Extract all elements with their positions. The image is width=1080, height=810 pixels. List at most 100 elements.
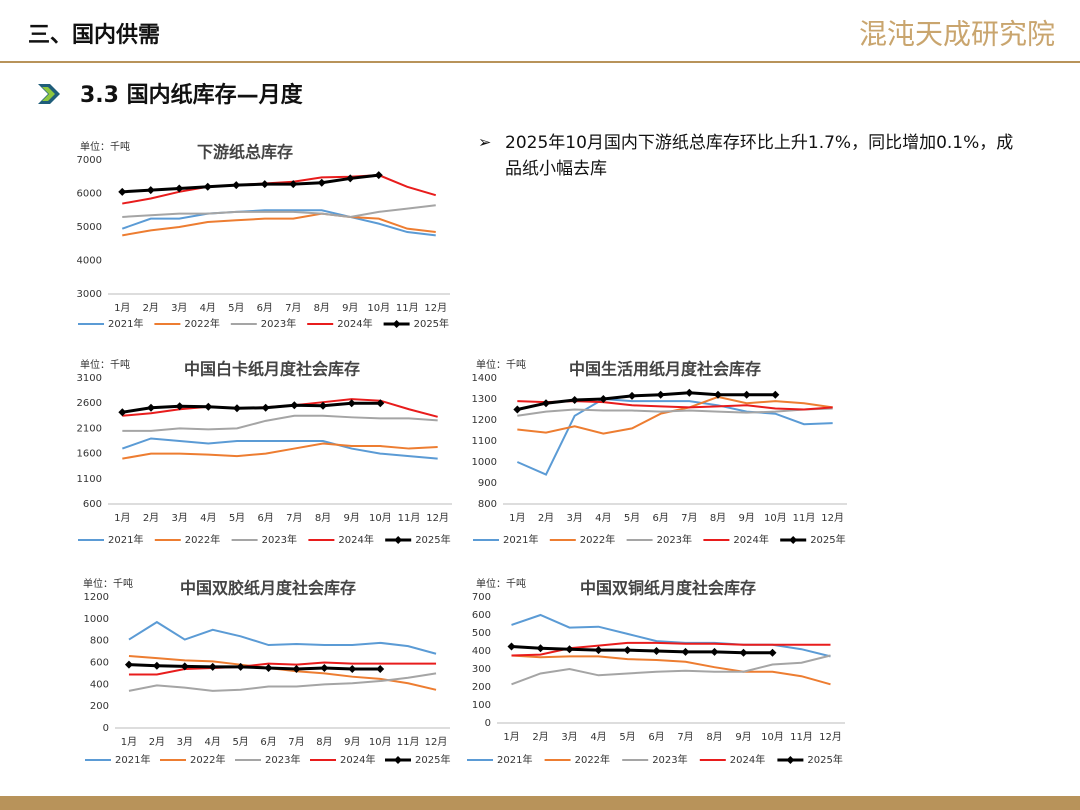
y-tick-label: 1100 [472,436,497,447]
y-tick-label: 400 [472,646,491,657]
x-tick-label: 3月 [177,736,193,748]
x-tick-label: 10月 [369,736,392,748]
series-line [517,407,833,417]
y-tick-label: 300 [472,664,491,675]
diamond-marker [685,388,694,397]
diamond-marker [771,390,780,399]
series-line [122,442,438,460]
legend-label: 2021年 [115,753,150,766]
diamond-marker [175,402,184,411]
chart-unit: 单位：千吨 [476,358,526,371]
y-tick-label: 800 [90,636,109,647]
chart-title: 下游纸总库存 [197,143,293,162]
legend-label: 2021年 [108,317,143,330]
legend-label: 2024年 [338,533,373,546]
series-line [511,654,831,686]
legend-label: 2025年 [415,753,450,766]
x-tick-label: 5月 [232,736,248,748]
diamond-marker [348,665,357,674]
diamond-marker [203,182,212,191]
x-tick-label: 6月 [257,302,273,314]
legend-label: 2023年 [657,533,692,546]
bullet-text: 2025年10月国内下游纸总库存环比上升1.7%，同比增加0.1%，成品纸小幅去… [505,133,1014,179]
series-line [122,437,438,460]
x-tick-label: 4月 [200,512,216,524]
diamond-marker [739,648,748,657]
series-line [511,654,831,686]
x-tick-label: 7月 [286,512,302,524]
legend-marker [392,320,401,328]
series-line [122,414,438,432]
x-tick-label: 7月 [677,731,693,743]
series-line [128,663,381,671]
chart-title: 中国生活用纸月度社会库存 [569,360,761,379]
x-tick-label: 2月 [149,736,165,748]
diamond-marker [570,396,579,405]
chart-unit: 单位：千吨 [476,577,526,590]
diamond-marker [652,647,661,655]
x-tick-label: 10月 [764,512,787,524]
diamond-marker [118,187,127,196]
series-line [122,204,436,218]
y-tick-label: 200 [472,682,491,693]
x-tick-label: 2月 [538,512,554,524]
diamond-marker [681,647,690,656]
x-tick-label: 12月 [425,736,448,748]
x-tick-label: 6月 [648,731,664,743]
x-tick-label: 8月 [706,731,722,743]
diamond-marker [152,661,161,670]
y-tick-label: 1600 [77,449,102,460]
y-tick-label: 1300 [472,394,497,405]
diamond-marker [264,663,273,672]
diamond-marker [656,390,665,399]
legend-label: 2025年 [414,317,449,330]
y-tick-label: 3100 [77,373,102,384]
legend-label: 2023年 [261,317,296,330]
bullet-mark: ➢ [478,133,491,152]
diamond-marker [292,665,301,674]
y-tick-label: 600 [83,499,102,510]
diamond-marker [233,404,241,413]
diamond-marker [319,401,327,410]
diamond-marker [376,665,385,674]
x-tick-label: 11月 [398,512,421,524]
legend-label: 2024年 [340,753,375,766]
chart-title: 中国双铜纸月度社会库存 [580,579,756,598]
legend-marker [789,536,798,544]
chart-unit: 单位：千吨 [80,358,130,371]
diamond-marker [542,399,550,408]
x-tick-label: 9月 [738,512,754,524]
diamond-marker [320,663,329,672]
diamond-marker [513,405,522,414]
series-line [128,672,437,692]
diamond-marker [742,390,751,399]
section-icon-inner [42,87,55,101]
x-tick-label: 9月 [343,512,359,524]
x-tick-label: 2月 [143,302,159,314]
diamond-marker [204,402,213,411]
y-tick-label: 700 [472,592,491,603]
x-tick-label: 10月 [367,302,390,314]
diamond-marker [236,662,245,671]
x-tick-label: 9月 [342,302,358,314]
y-tick-label: 200 [90,701,109,712]
y-tick-label: 1400 [472,373,497,384]
diamond-marker [289,180,298,189]
y-tick-label: 0 [485,718,491,729]
x-tick-label: 5月 [228,302,244,314]
series-line [122,401,381,414]
series-line [511,645,773,655]
series-line [128,620,437,655]
logo: 混沌天成研究院 [859,18,1055,51]
x-tick-label: 3月 [171,512,187,524]
legend-label: 2022年 [190,753,225,766]
y-tick-label: 3000 [77,289,102,300]
x-tick-label: 4月 [205,736,221,748]
legend-marker [394,756,402,764]
diamond-marker [208,662,217,671]
legend-label: 2023年 [652,753,687,766]
y-tick-label: 2600 [77,398,102,409]
x-tick-label: 12月 [426,512,449,524]
